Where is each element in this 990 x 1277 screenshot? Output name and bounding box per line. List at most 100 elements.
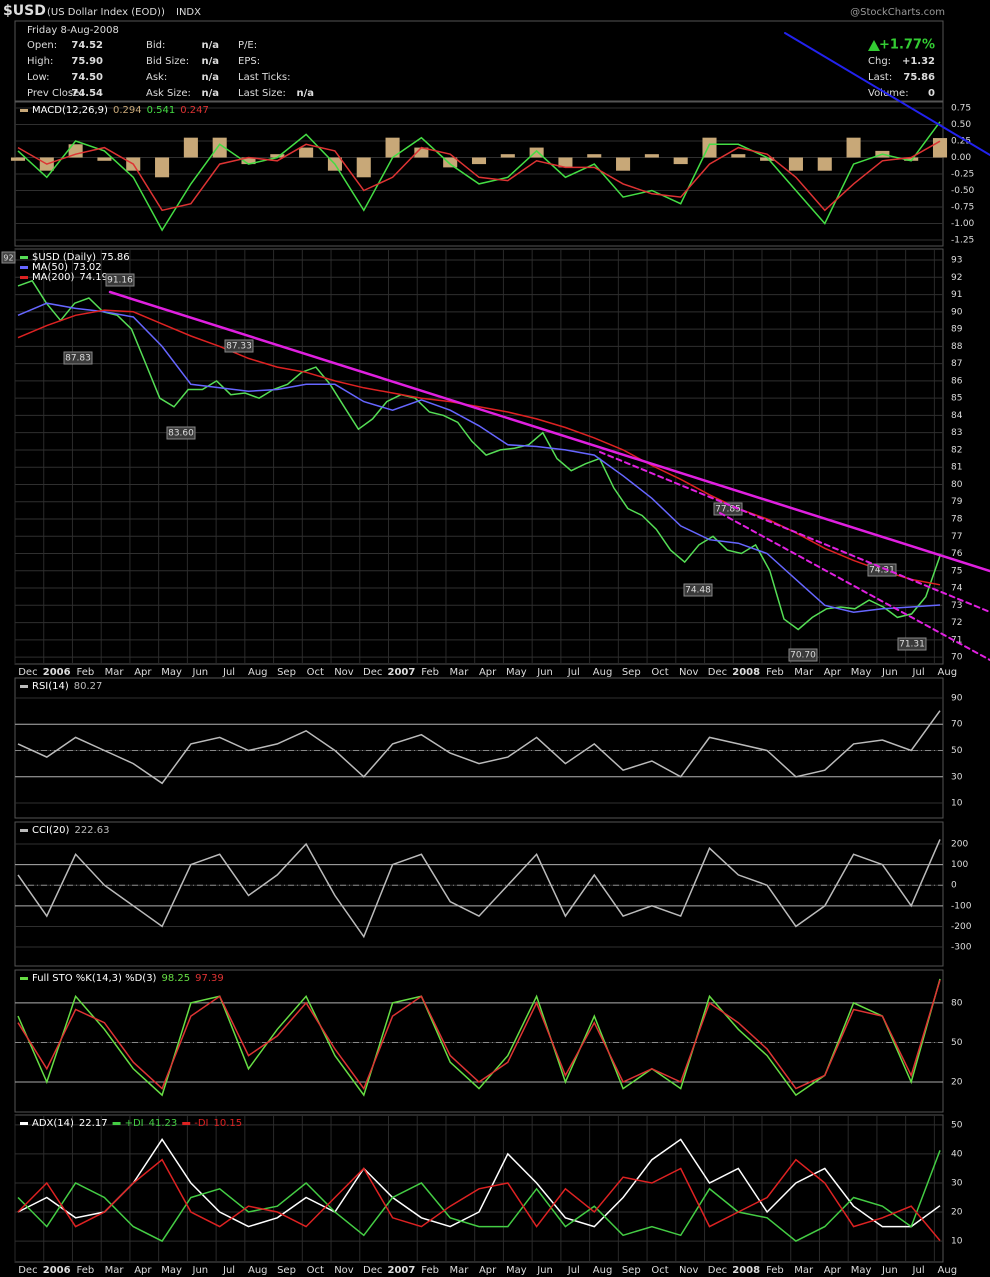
legend-swatch <box>20 109 28 112</box>
up-arrow <box>868 40 880 51</box>
legend-label: CCI(20) <box>32 825 70 836</box>
info-value: 74.52 <box>71 40 103 51</box>
y-tick-label: 88 <box>951 342 963 352</box>
y-tick-label: 85 <box>951 394 962 404</box>
legend-value: 80.27 <box>74 681 103 692</box>
y-tick-label: 79 <box>951 497 963 507</box>
x-tick-label: 2006 <box>43 667 71 678</box>
legend-label: ADX(14) <box>32 1118 74 1129</box>
trend-line <box>108 290 990 573</box>
x-tick-label: Dec <box>708 667 727 678</box>
series-line <box>17 839 941 939</box>
info-value: +1.32 <box>902 56 935 67</box>
legend-value: 0.247 <box>180 105 209 116</box>
y-tick-label: 77 <box>951 532 962 542</box>
y-tick-label: 72 <box>951 618 962 628</box>
y-tick-label: 83 <box>951 428 962 438</box>
series-line <box>17 1138 941 1228</box>
info-label: Ask Size: <box>146 88 191 99</box>
info-label: Open: <box>27 40 57 51</box>
histogram-bar <box>471 157 487 165</box>
x-tick-label: Dec <box>363 1265 382 1276</box>
x-tick-label: May <box>506 667 527 678</box>
x-tick-label: Mar <box>105 1265 125 1276</box>
x-tick-label: Aug <box>938 1265 958 1276</box>
histogram-bar <box>788 157 803 171</box>
y-tick-label: 20 <box>951 1077 963 1087</box>
y-tick-label: 90 <box>951 307 963 317</box>
y-tick-label: 78 <box>951 514 963 524</box>
legend-swatch <box>182 1122 191 1125</box>
x-tick-label: Aug <box>593 667 613 678</box>
x-tick-label: Aug <box>248 1265 268 1276</box>
info-value: 0 <box>928 88 935 99</box>
y-tick-label: -1.00 <box>951 219 975 229</box>
info-label: Bid Size: <box>146 56 189 67</box>
legend-value: 73.02 <box>73 262 102 273</box>
x-tick-label: Jul <box>912 1265 925 1276</box>
histogram-bar <box>68 144 83 158</box>
x-tick-label: Aug <box>593 1265 613 1276</box>
trend-line <box>599 451 990 613</box>
x-tick-label: Aug <box>938 667 958 678</box>
y-tick-label: -300 <box>951 943 972 953</box>
y-tick-label: 92 <box>951 273 962 283</box>
name: (US Dollar Index (EOD)) <box>47 7 165 18</box>
histogram-bar <box>155 157 170 178</box>
info-label: Prev Close: <box>27 88 83 99</box>
series-line <box>17 302 941 613</box>
series-line <box>17 140 941 212</box>
info-label: Last Size: <box>238 88 286 99</box>
x-tick-label: 2007 <box>388 1265 416 1276</box>
legend-value: 75.86 <box>101 252 130 263</box>
exchange: INDX <box>176 7 201 18</box>
legend-swatch <box>20 266 28 269</box>
y-tick-label: 89 <box>951 325 963 335</box>
y-tick-label: 30 <box>951 772 963 782</box>
y-tick-label: 82 <box>951 445 962 455</box>
panel-frame <box>14 677 944 819</box>
histogram-bar <box>97 157 112 161</box>
x-tick-label: May <box>851 667 872 678</box>
histogram-bar <box>587 154 602 158</box>
legend-label: Full STO %K(14,3) %D(3) <box>32 973 157 984</box>
y-tick-label: 0.25 <box>951 136 971 146</box>
x-tick-label: Jul <box>222 1265 235 1276</box>
x-tick-label: Feb <box>766 1265 784 1276</box>
trend-line <box>719 512 990 661</box>
y-tick-label: 90 <box>951 693 963 703</box>
legend-swatch <box>20 977 28 980</box>
info-label: High: <box>27 56 53 67</box>
y-tick-label: 87 <box>951 359 962 369</box>
x-tick-label: Aug <box>248 667 268 678</box>
series-line <box>17 121 941 232</box>
x-tick-label: Oct <box>307 667 324 678</box>
x-tick-label: Mar <box>794 667 814 678</box>
histogram-bar <box>356 157 371 178</box>
legend-value: 0.541 <box>147 105 176 116</box>
info-value: n/a <box>201 72 219 83</box>
legend-name: +DI <box>125 1118 144 1129</box>
histogram-bar <box>644 154 659 158</box>
annotation-box <box>897 637 927 651</box>
x-tick-label: Sep <box>277 667 296 678</box>
series-line <box>17 279 941 631</box>
histogram-bar <box>760 157 775 161</box>
x-tick-label: Mar <box>449 667 469 678</box>
scale-marker-box <box>1 251 16 264</box>
y-tick-label: 50 <box>951 746 963 756</box>
x-tick-label: Dec <box>18 1265 37 1276</box>
y-tick-label: 76 <box>951 549 963 559</box>
y-tick-label: -1.25 <box>951 236 974 246</box>
histogram-bar <box>183 137 198 158</box>
x-tick-label: Sep <box>622 1265 641 1276</box>
legend-swatch <box>20 256 28 259</box>
annotation-box <box>788 648 818 662</box>
info-value: 74.50 <box>71 72 103 83</box>
y-tick-label: 71 <box>951 635 962 645</box>
y-tick-label: 10 <box>951 1237 963 1247</box>
x-tick-label: Apr <box>479 667 497 678</box>
annotation-box <box>713 502 743 516</box>
